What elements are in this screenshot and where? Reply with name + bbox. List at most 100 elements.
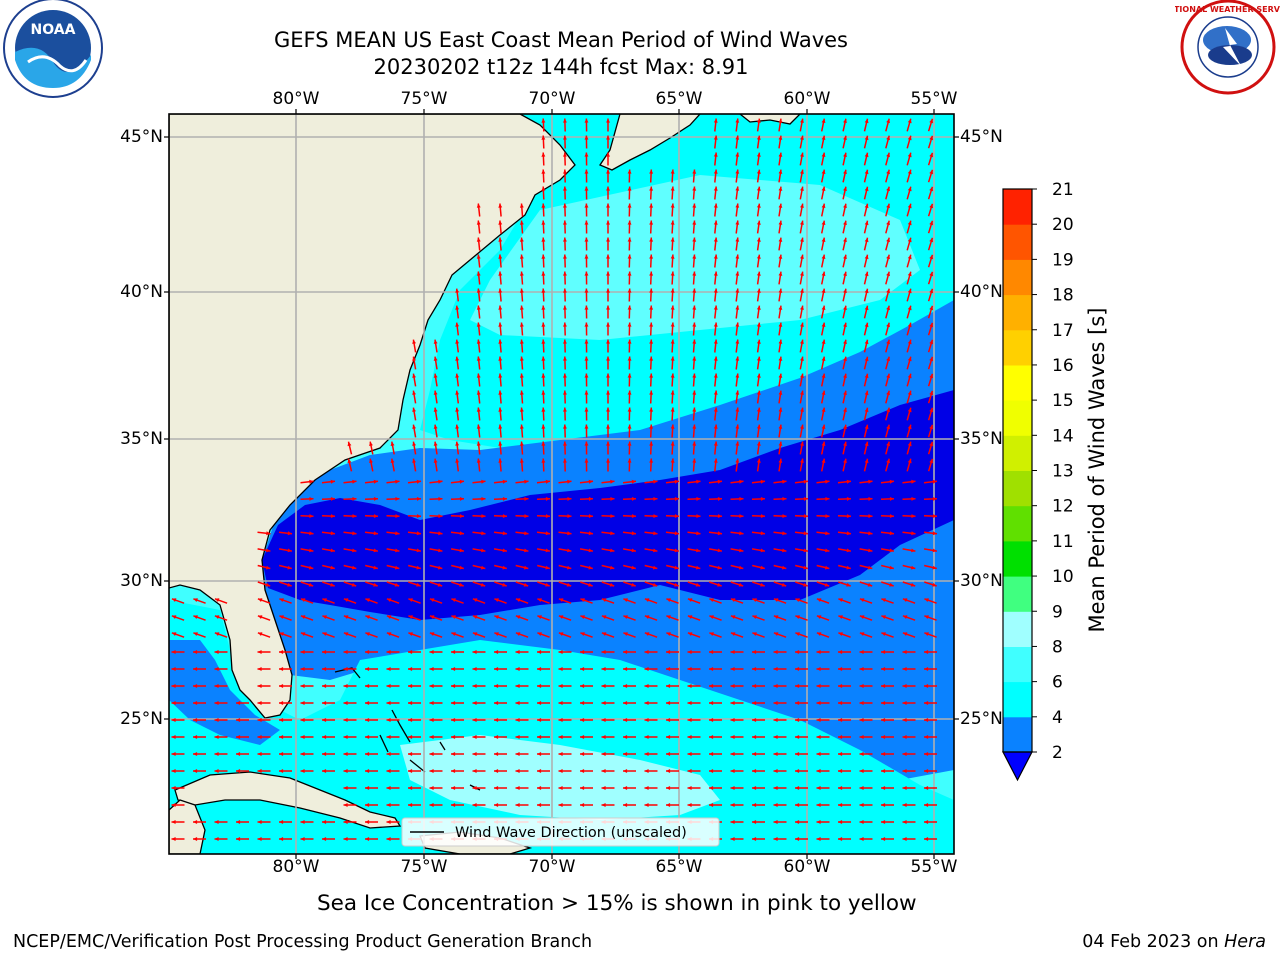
wind-wave-vector-head xyxy=(351,565,357,570)
wind-wave-vector-head xyxy=(773,667,778,671)
colorbar-segment xyxy=(1003,681,1032,718)
wind-wave-vector-head xyxy=(563,305,567,310)
colorbar-segment xyxy=(1003,611,1032,647)
wind-wave-vector-head xyxy=(584,339,589,344)
wind-wave-vector-head xyxy=(429,615,435,619)
wind-wave-vector-head xyxy=(580,786,585,790)
wind-wave-vector-head xyxy=(322,735,327,739)
wind-wave-vector-head xyxy=(623,615,628,619)
wind-wave-vector-head xyxy=(907,373,912,379)
wind-wave-vector-head xyxy=(429,598,435,602)
wind-wave-vector-head xyxy=(498,271,503,276)
wind-wave-vector-head xyxy=(588,531,593,536)
wind-wave-vector-head xyxy=(373,565,378,570)
wind-wave-vector-head xyxy=(606,169,610,174)
colorbar-segment xyxy=(1003,259,1032,296)
wind-wave-vector-head xyxy=(373,548,378,553)
wind-wave-vector-head xyxy=(773,718,778,722)
wind-wave-vector-head xyxy=(713,152,718,157)
wind-wave-vector-head xyxy=(287,565,292,570)
wind-wave-vector-head xyxy=(816,786,821,790)
wind-wave-vector-head xyxy=(459,565,464,570)
wind-wave-vector-head xyxy=(519,288,524,293)
wind-wave-vector-head xyxy=(519,339,524,344)
wind-wave-vector-head xyxy=(481,479,486,484)
wind-wave-vector-head xyxy=(193,820,198,824)
wind-wave-vector-head xyxy=(606,152,610,157)
wind-wave-vector-head xyxy=(563,237,567,242)
wind-wave-vector-head xyxy=(838,684,843,688)
wind-wave-vector-head xyxy=(824,582,830,587)
wind-wave-vector-head xyxy=(309,497,314,501)
wind-wave-vector-head xyxy=(627,237,632,242)
wind-wave-vector-head xyxy=(795,718,800,722)
wind-wave-vector-head xyxy=(627,220,632,225)
wind-wave-vector-head xyxy=(692,339,697,344)
wind-wave-vector-head xyxy=(756,186,761,191)
wind-wave-vector-head xyxy=(365,684,370,688)
wind-wave-vector-head xyxy=(821,237,826,242)
wind-wave-vector-head xyxy=(666,718,671,722)
wind-wave-vector-head xyxy=(924,837,929,841)
wind-wave-vector-head xyxy=(386,718,391,722)
wind-wave-vector-head xyxy=(929,339,934,345)
wind-wave-vector-head xyxy=(214,701,219,705)
wind-wave-vector-head xyxy=(563,220,567,225)
wind-wave-vector-head xyxy=(584,271,589,276)
wind-wave-vector-head xyxy=(692,203,697,208)
wind-wave-vector-head xyxy=(279,701,284,705)
wind-wave-vector-head xyxy=(300,684,305,688)
wind-wave-vector-head xyxy=(756,424,761,429)
wind-wave-vector-head xyxy=(476,390,481,395)
wind-wave-vector-head xyxy=(257,598,263,602)
wind-wave-vector-head xyxy=(859,598,865,602)
wind-wave-vector-head xyxy=(627,254,632,259)
wind-wave-vector-head xyxy=(782,531,787,536)
wind-wave-vector-head xyxy=(907,135,912,141)
wind-wave-vector-head xyxy=(674,531,679,536)
wind-wave-vector-head xyxy=(519,458,524,463)
wind-wave-vector-head xyxy=(214,632,220,636)
wind-wave-vector-head xyxy=(739,479,744,484)
wind-wave-vector-head xyxy=(584,118,589,123)
wind-wave-vector-head xyxy=(907,339,912,345)
wind-wave-vector-head xyxy=(696,497,701,501)
wind-wave-vector-head xyxy=(476,441,481,446)
wind-wave-vector-head xyxy=(649,322,654,327)
wind-wave-vector-head xyxy=(459,582,464,587)
wind-wave-vector-head xyxy=(886,458,890,464)
wind-wave-vector-head xyxy=(778,407,783,412)
wind-wave-vector-head xyxy=(455,407,460,412)
land-north-america xyxy=(169,114,576,719)
wind-wave-vector-head xyxy=(778,356,783,361)
colorbar-segment xyxy=(1003,294,1032,331)
wind-wave-vector-head xyxy=(773,786,778,790)
wind-wave-vector-head xyxy=(670,186,675,191)
wind-wave-vector-head xyxy=(859,650,864,654)
wind-wave-vector-head xyxy=(907,407,912,413)
wind-wave-vector-head xyxy=(584,441,589,446)
wind-wave-vector-head xyxy=(800,152,804,157)
wind-wave-vector-head xyxy=(713,169,718,174)
wind-wave-vector-head xyxy=(825,548,830,553)
wind-wave-vector-head xyxy=(735,322,740,327)
wind-wave-vector-head xyxy=(171,735,176,739)
wind-wave-vector-head xyxy=(800,118,804,123)
wind-wave-vector-head xyxy=(730,632,736,636)
wind-wave-vector-head xyxy=(821,220,826,225)
wind-wave-vector-head xyxy=(864,271,869,277)
wind-wave-vector-head xyxy=(674,565,679,570)
wind-wave-vector-head xyxy=(929,322,934,328)
wind-wave-vector-head xyxy=(825,514,830,518)
wind-wave-vector-head xyxy=(386,769,391,773)
wind-wave-vector-head xyxy=(778,322,783,327)
wind-wave-vector-head xyxy=(735,203,740,208)
wind-wave-vector-head xyxy=(537,667,542,671)
wind-wave-vector-head xyxy=(649,169,654,174)
wind-wave-vector-head xyxy=(735,220,740,225)
wind-wave-vector-head xyxy=(687,786,692,790)
wind-wave-vector-head xyxy=(666,803,671,807)
wind-wave-vector-head xyxy=(584,288,589,293)
wind-wave-vector-head xyxy=(859,820,864,824)
wind-wave-vector-head xyxy=(610,531,615,536)
